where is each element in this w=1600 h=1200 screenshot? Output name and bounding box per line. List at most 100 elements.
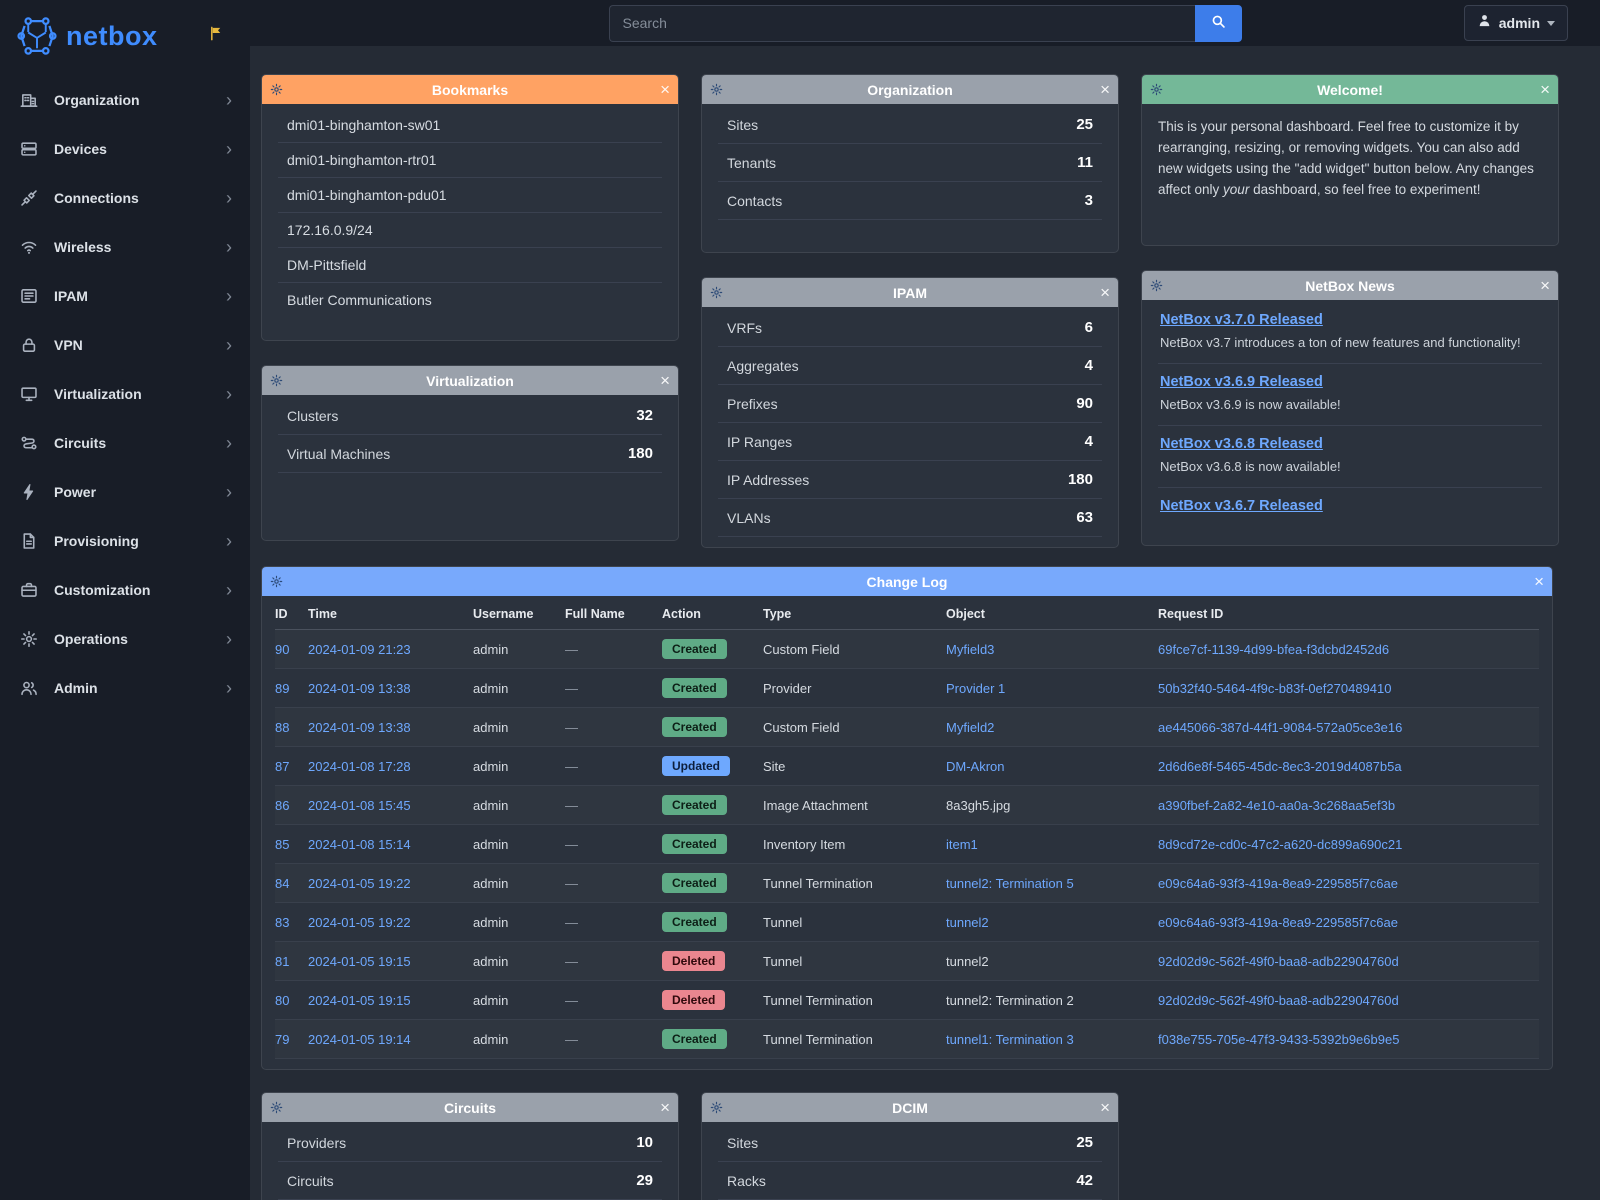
change-id-link[interactable]: 89 — [275, 680, 290, 696]
sidebar-item-provisioning[interactable]: Provisioning › — [0, 516, 250, 565]
change-object[interactable]: tunnel1: Termination 3 — [946, 1031, 1074, 1047]
close-icon[interactable]: × — [660, 371, 670, 390]
change-object[interactable]: Myfield2 — [946, 719, 995, 735]
change-time-link[interactable]: 2024-01-08 17:28 — [308, 758, 411, 774]
change-time-link[interactable]: 2024-01-05 19:22 — [308, 875, 411, 891]
request-id-link[interactable]: f038e755-705e-47f3-9433-5392b9e6b9e5 — [1158, 1031, 1400, 1047]
stat-value[interactable]: 4 — [1084, 357, 1093, 374]
sidebar-item-virtualization[interactable]: Virtualization › — [0, 369, 250, 418]
sidebar-item-devices[interactable]: Devices › — [0, 124, 250, 173]
close-icon[interactable]: × — [660, 1098, 670, 1117]
brand-block[interactable]: netbox — [0, 0, 250, 71]
request-id-link[interactable]: 92d02d9c-562f-49f0-baa8-adb22904760d — [1158, 953, 1399, 969]
change-id-link[interactable]: 88 — [275, 719, 290, 735]
stat-value[interactable]: 63 — [1076, 509, 1093, 526]
request-id-link[interactable]: ae445066-387d-44f1-9084-572a05ce3e16 — [1158, 719, 1403, 735]
news-link[interactable]: NetBox v3.6.9 Released — [1160, 373, 1323, 390]
sidebar-item-wireless[interactable]: Wireless › — [0, 222, 250, 271]
stat-value[interactable]: 32 — [636, 407, 653, 424]
close-icon[interactable]: × — [1534, 572, 1544, 591]
change-time-link[interactable]: 2024-01-05 19:22 — [308, 914, 411, 930]
bookmark-link[interactable]: dmi01-binghamton-rtr01 — [278, 143, 662, 178]
close-icon[interactable]: × — [1540, 80, 1550, 99]
change-id-link[interactable]: 90 — [275, 641, 290, 657]
gear-icon[interactable] — [270, 1101, 292, 1114]
change-object[interactable]: 8a3gh5.jpg — [946, 797, 1011, 813]
sidebar-item-customization[interactable]: Customization › — [0, 565, 250, 614]
close-icon[interactable]: × — [1100, 1098, 1110, 1117]
gear-icon[interactable] — [710, 286, 732, 299]
bookmark-link[interactable]: dmi01-binghamton-pdu01 — [278, 178, 662, 213]
column-header-username[interactable]: Username — [473, 598, 565, 630]
stat-value[interactable]: 3 — [1084, 192, 1093, 209]
stat-value[interactable]: 10 — [636, 1134, 653, 1151]
request-id-link[interactable]: 2d6d6e8f-5465-45dc-8ec3-2019d4087b5a — [1158, 758, 1402, 774]
change-object[interactable]: tunnel2 — [946, 914, 989, 930]
change-object[interactable]: tunnel2 — [946, 953, 989, 969]
column-header-type[interactable]: Type — [763, 598, 946, 630]
gear-icon[interactable] — [270, 83, 292, 96]
gear-icon[interactable] — [270, 575, 292, 588]
sidebar-item-organization[interactable]: Organization › — [0, 75, 250, 124]
change-object[interactable]: tunnel2: Termination 5 — [946, 875, 1074, 891]
news-link[interactable]: NetBox v3.6.7 Released — [1160, 497, 1323, 514]
sidebar-item-admin[interactable]: Admin › — [0, 663, 250, 712]
bookmark-link[interactable]: dmi01-binghamton-sw01 — [278, 108, 662, 143]
change-time-link[interactable]: 2024-01-05 19:14 — [308, 1031, 411, 1047]
gear-icon[interactable] — [710, 1101, 732, 1114]
stat-value[interactable]: 6 — [1084, 319, 1093, 336]
widget-header[interactable]: IPAM × — [702, 278, 1118, 307]
column-header-full-name[interactable]: Full Name — [565, 598, 662, 630]
widget-header[interactable]: Welcome! × — [1142, 75, 1558, 104]
change-time-link[interactable]: 2024-01-09 13:38 — [308, 680, 411, 696]
request-id-link[interactable]: a390fbef-2a82-4e10-aa0a-3c268aa5ef3b — [1158, 797, 1396, 813]
news-link[interactable]: NetBox v3.7.0 Released — [1160, 312, 1323, 328]
change-object[interactable]: Provider 1 — [946, 680, 1006, 696]
change-id-link[interactable]: 86 — [275, 797, 290, 813]
news-link[interactable]: NetBox v3.6.8 Released — [1160, 435, 1323, 452]
stat-value[interactable]: 180 — [1067, 471, 1093, 488]
change-id-link[interactable]: 84 — [275, 875, 290, 891]
close-icon[interactable]: × — [660, 80, 670, 99]
column-header-id[interactable]: ID — [275, 598, 308, 630]
widget-header[interactable]: Virtualization × — [262, 366, 678, 395]
gear-icon[interactable] — [1150, 279, 1172, 292]
bookmark-link[interactable]: Butler Communications — [287, 292, 432, 308]
search-input[interactable] — [608, 4, 1195, 42]
column-header-object[interactable]: Object — [946, 598, 1158, 630]
change-id-link[interactable]: 85 — [275, 836, 290, 852]
widget-header[interactable]: NetBox News × — [1142, 271, 1558, 300]
search-button[interactable] — [1194, 4, 1242, 42]
widget-header[interactable]: Change Log × — [262, 567, 1552, 596]
column-header-time[interactable]: Time — [308, 598, 473, 630]
gear-icon[interactable] — [710, 83, 732, 96]
stat-value[interactable]: 180 — [627, 445, 653, 462]
request-id-link[interactable]: e09c64a6-93f3-419a-8ea9-229585f7c6ae — [1158, 875, 1398, 891]
stat-value[interactable]: 42 — [1076, 1172, 1093, 1189]
request-id-link[interactable]: 8d9cd72e-cd0c-47c2-a620-dc899a690c21 — [1158, 836, 1403, 852]
bookmark-link[interactable]: DM-Pittsfield — [278, 248, 662, 283]
gear-icon[interactable] — [270, 374, 292, 387]
stat-value[interactable]: 25 — [1076, 116, 1093, 133]
widget-header[interactable]: Organization × — [702, 75, 1118, 104]
sidebar-item-ipam[interactable]: IPAM › — [0, 271, 250, 320]
widget-header[interactable]: DCIM × — [702, 1093, 1118, 1122]
sidebar-item-operations[interactable]: Operations › — [0, 614, 250, 663]
change-object[interactable]: DM-Akron — [946, 758, 1005, 774]
sidebar-item-connections[interactable]: Connections › — [0, 173, 250, 222]
stat-value[interactable]: 25 — [1076, 1134, 1093, 1151]
change-object[interactable]: item1 — [946, 836, 978, 852]
change-id-link[interactable]: 87 — [275, 758, 290, 774]
sidebar-item-power[interactable]: Power › — [0, 467, 250, 516]
change-id-link[interactable]: 80 — [275, 992, 290, 1008]
user-menu-button[interactable]: admin — [1463, 5, 1568, 41]
close-icon[interactable]: × — [1540, 276, 1550, 295]
change-time-link[interactable]: 2024-01-08 15:14 — [308, 836, 411, 852]
request-id-link[interactable]: 50b32f40-5464-4f9c-b83f-0ef270489410 — [1158, 680, 1392, 696]
change-object[interactable]: Myfield3 — [946, 641, 995, 657]
column-header-action[interactable]: Action — [662, 598, 763, 630]
column-header-request-id[interactable]: Request ID — [1158, 598, 1539, 630]
change-id-link[interactable]: 79 — [275, 1031, 290, 1047]
bookmark-link[interactable]: 172.16.0.9/24 — [278, 213, 662, 248]
widget-header[interactable]: Circuits × — [262, 1093, 678, 1122]
